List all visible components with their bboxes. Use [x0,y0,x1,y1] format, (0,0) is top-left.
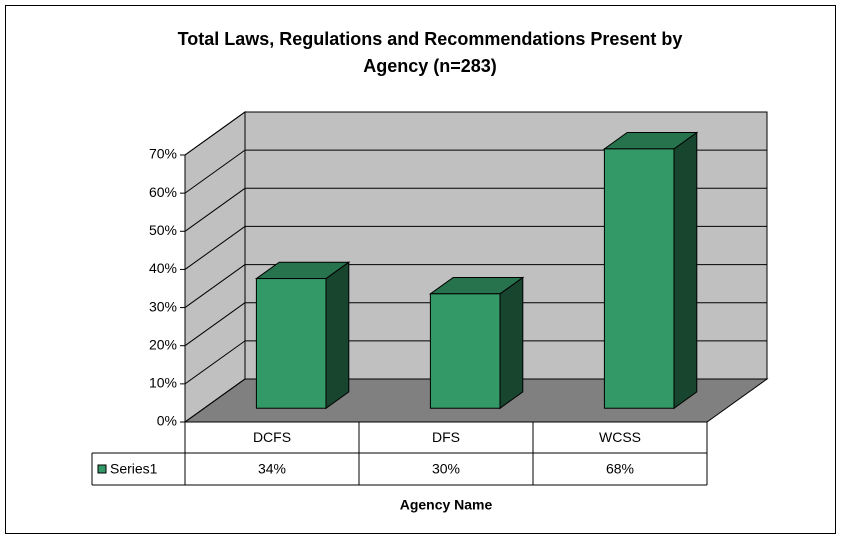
grid-line [184,378,246,423]
x-tick-label: DFS [432,429,460,445]
y-tick-label: 0% [157,413,177,429]
grid-line [184,187,246,232]
plot-area: 0% 10% 20% 30% 40% 50% 60% 70% DCFS 34% DFS 30% WCSS… [91,111,769,486]
left-wall [184,111,246,423]
grid-line [184,302,246,347]
bar [603,148,675,409]
table-value: 30% [432,461,460,477]
chart-title: Total Laws, Regulations and Recommendati… [177,29,683,76]
bar [255,278,327,409]
y-tick-label: 50% [149,222,177,238]
x-axis-title: Agency Name [400,497,493,513]
legend-label: Series1 [110,461,158,477]
grid-line [184,340,246,385]
bar [429,293,501,409]
grid-line [184,226,246,270]
y-tick-label: 10% [149,375,177,391]
y-tick-label: 70% [149,146,177,162]
bar-side [325,261,350,410]
y-tick-label: 20% [149,336,177,352]
grid-line [184,149,246,194]
bar-side [499,276,524,410]
y-tick-label: 30% [149,298,177,314]
grid-line [184,264,246,308]
legend-swatch [97,464,107,474]
table-value: 68% [606,461,634,477]
x-tick-label: WCSS [599,429,641,445]
bar-side [673,131,698,410]
x-tick-label: DCFS [253,429,291,445]
table-value: 34% [258,461,286,477]
y-tick-label: 60% [149,184,177,200]
y-tick-label: 40% [149,260,177,276]
grid-line [184,111,246,156]
